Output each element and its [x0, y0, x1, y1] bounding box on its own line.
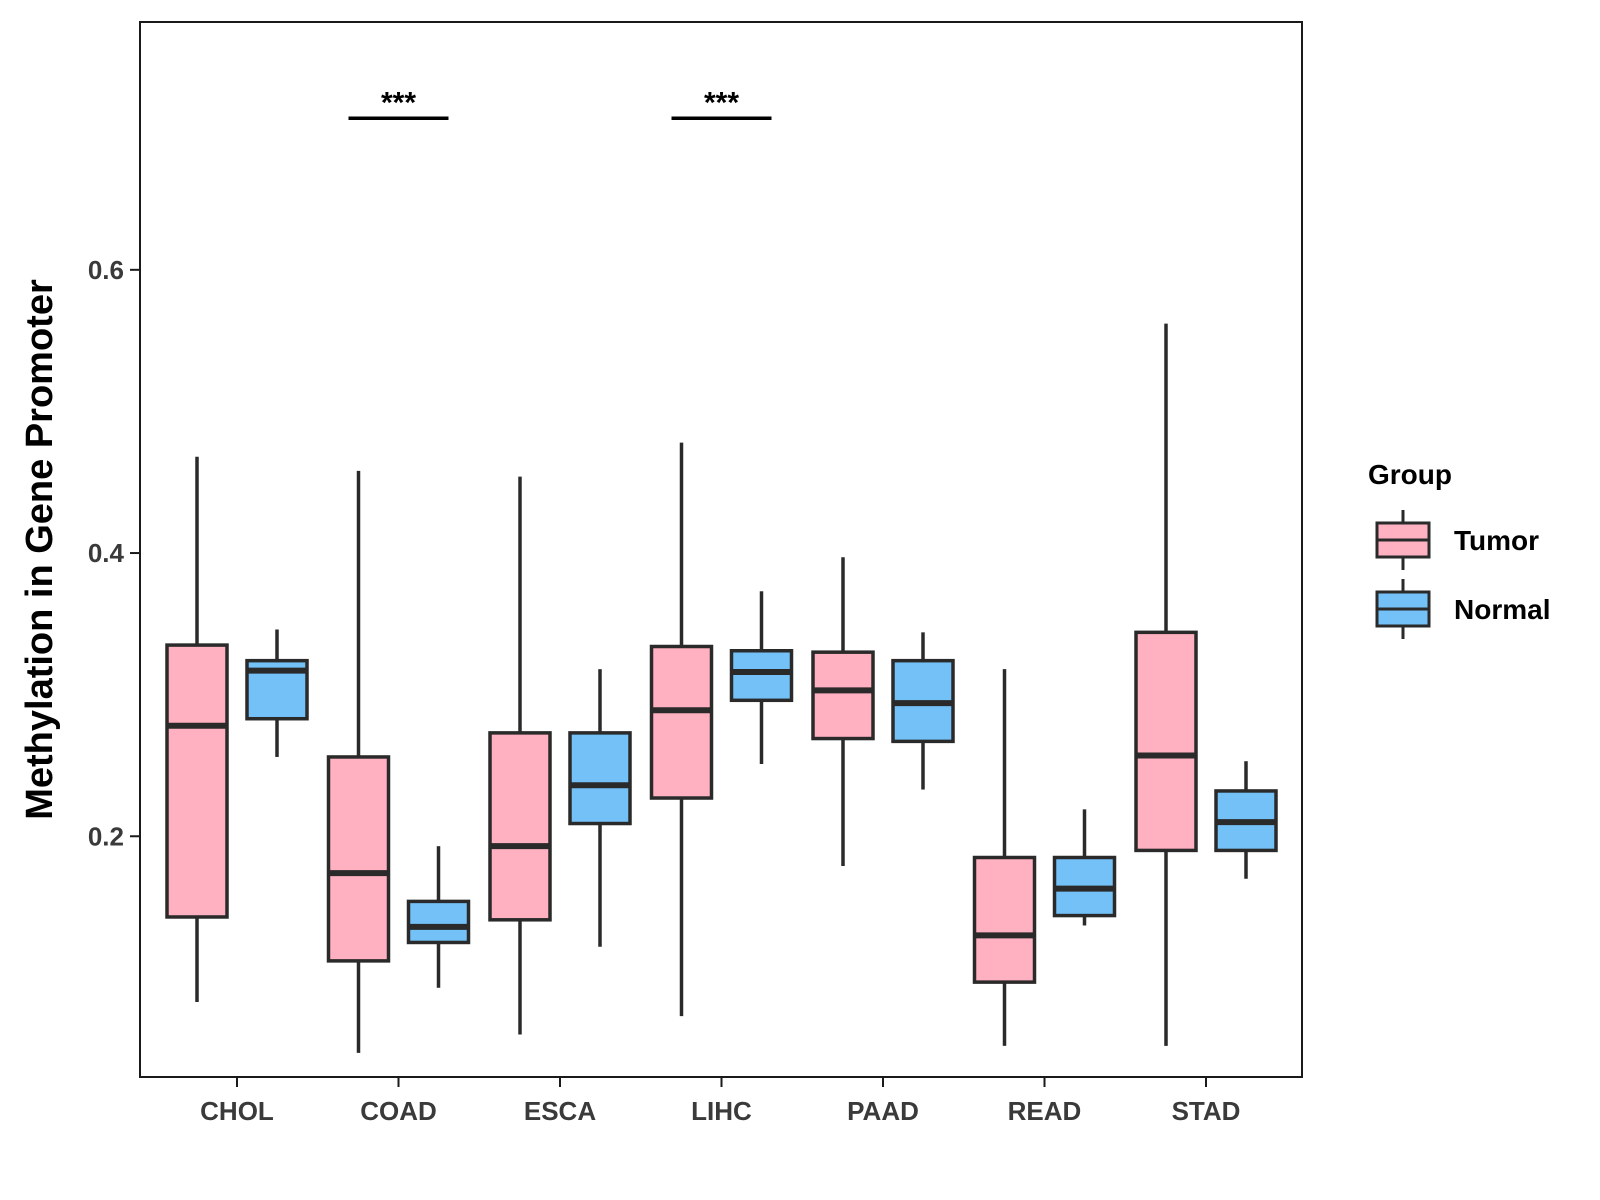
box-normal-lihc	[729, 591, 794, 765]
box-iqr	[649, 644, 714, 800]
box-iqr	[165, 643, 229, 919]
box-tumor-lihc	[649, 442, 714, 1017]
legend-item-tumor: Tumor	[1375, 510, 1539, 570]
y-tick-label: 0.6	[88, 255, 124, 285]
box-normal-coad	[406, 846, 471, 988]
x-tick-label-chol: CHOL	[200, 1096, 274, 1126]
box-normal-stad	[1214, 761, 1278, 879]
box-normal-esca	[568, 669, 632, 947]
significance-lihc: ***	[671, 86, 772, 121]
box-iqr	[972, 855, 1037, 984]
box-tumor-paad	[811, 557, 875, 866]
x-tick-label-read: READ	[1008, 1096, 1082, 1126]
box-tumor-stad	[1134, 323, 1198, 1046]
x-tick-label-stad: STAD	[1172, 1096, 1241, 1126]
x-tick-label-lihc: LIHC	[691, 1096, 752, 1126]
box-iqr	[811, 650, 875, 741]
box-iqr	[406, 899, 471, 945]
legend-label-tumor: Tumor	[1454, 525, 1539, 556]
box-iqr	[1134, 630, 1198, 853]
box-tumor-chol	[165, 456, 229, 1002]
legend: Group Tumor Normal	[1368, 459, 1550, 639]
legend-title: Group	[1368, 459, 1452, 490]
axes: CHOL COAD ESCA LIHC PAAD READ STAD 0.2 0.4 0.6 Met…	[19, 255, 1240, 1126]
legend-label-normal: Normal	[1454, 594, 1550, 625]
box-iqr	[488, 731, 552, 922]
box-normal-read	[1052, 809, 1117, 926]
y-axis-title: Methylation in Gene Promoter	[19, 279, 61, 820]
box-tumor-esca	[488, 476, 552, 1035]
plot-area: *** ***	[165, 86, 1278, 1053]
box-tumor-coad	[326, 470, 391, 1053]
box-iqr	[729, 649, 794, 703]
significance-coad: ***	[348, 86, 449, 121]
box-iqr	[568, 731, 632, 826]
box-normal-paad	[891, 632, 955, 790]
significance-label: ***	[381, 86, 416, 119]
x-tick-label-esca: ESCA	[524, 1096, 596, 1126]
x-tick-label-coad: COAD	[360, 1096, 437, 1126]
x-tick-label-paad: PAAD	[847, 1096, 919, 1126]
box-iqr	[326, 755, 391, 963]
y-tick-label: 0.2	[88, 821, 124, 851]
y-tick-label: 0.4	[88, 538, 125, 568]
box-tumor-read	[972, 669, 1037, 1046]
box-normal-chol	[245, 629, 309, 757]
significance-label: ***	[704, 86, 739, 119]
legend-item-normal: Normal	[1375, 579, 1550, 639]
